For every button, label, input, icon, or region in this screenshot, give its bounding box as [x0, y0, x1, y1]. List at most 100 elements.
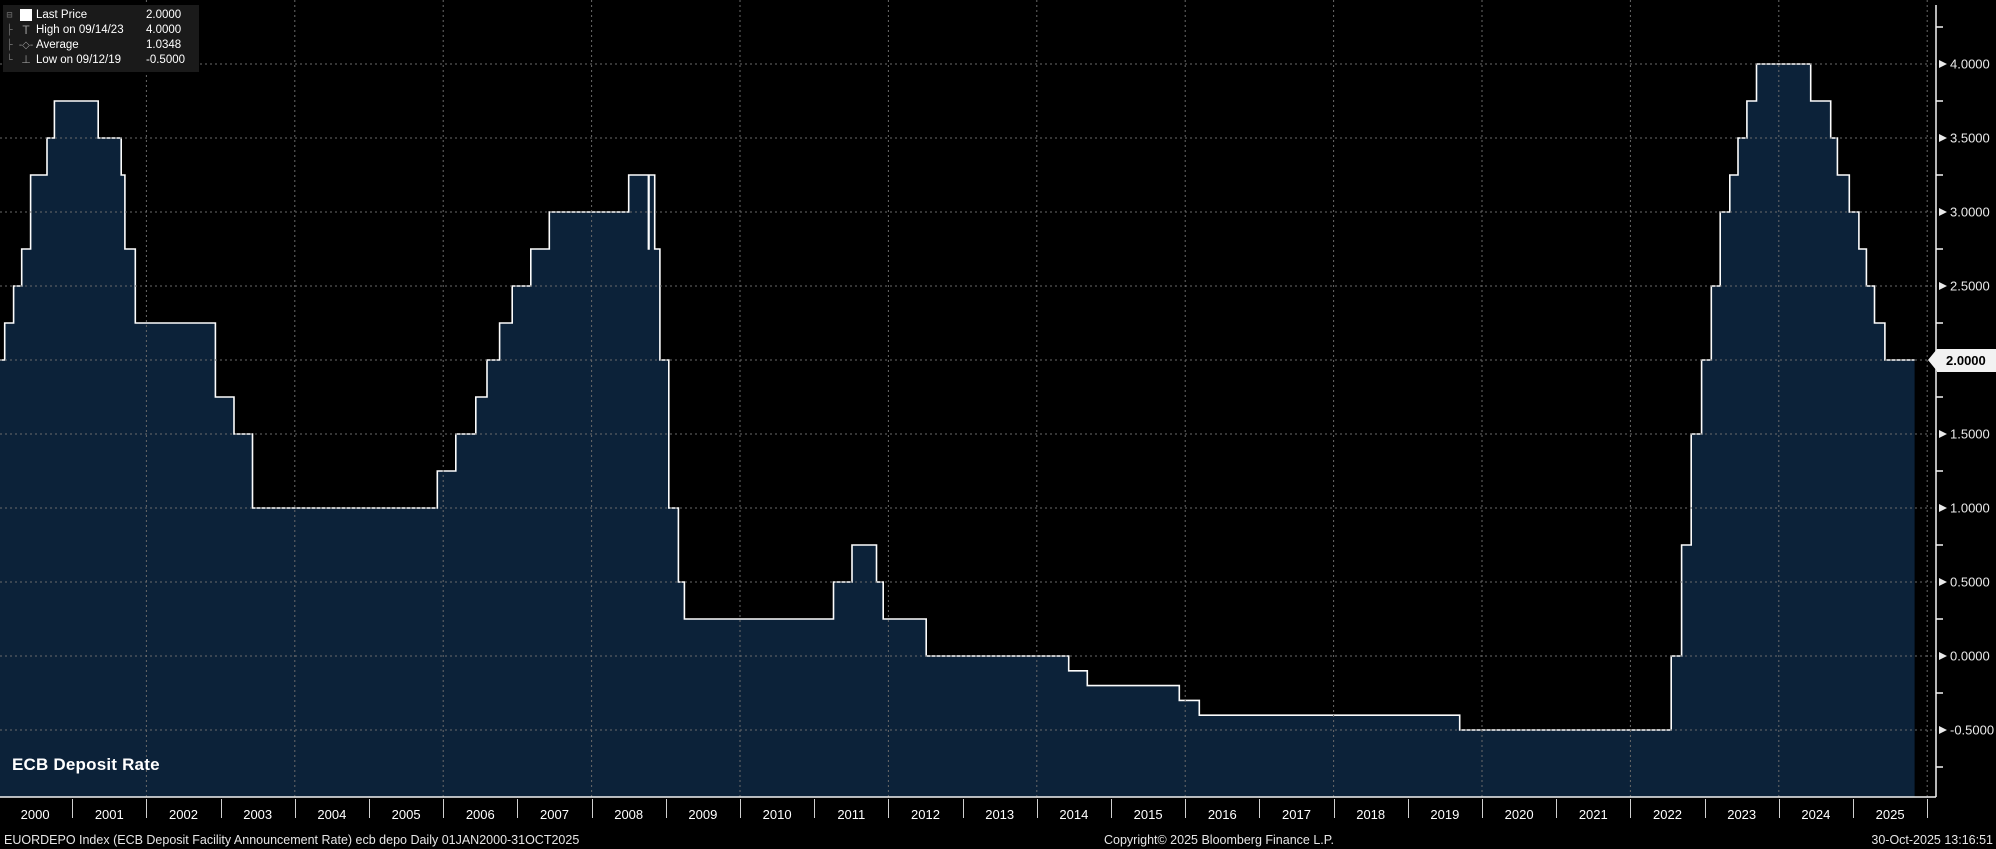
legend-row-high-on-09-14-23[interactable]: ├ T High on 09/14/23 4.0000: [3, 23, 199, 38]
year-label-2003: 2003: [243, 807, 273, 822]
high-marker-icon: T: [22, 22, 30, 37]
year-separator: [1927, 799, 1928, 818]
year-label-2004: 2004: [317, 807, 347, 822]
major-tick-arrow: [1939, 208, 1947, 216]
legend-tree-branch-icon: ├: [6, 40, 13, 51]
y-axis-label: 1.5000: [1950, 427, 1990, 442]
status-bar: EUORDEPO Index (ECB Deposit Facility Ann…: [0, 832, 1996, 849]
year-label-2015: 2015: [1133, 807, 1163, 822]
major-tick-arrow: [1939, 504, 1947, 512]
year-separator: [888, 799, 889, 818]
legend-label: Low on 09/12/19: [36, 54, 122, 66]
year-label-2007: 2007: [540, 807, 569, 822]
year-separator: [1482, 799, 1483, 818]
year-label-2005: 2005: [391, 807, 421, 822]
year-label-2018: 2018: [1356, 807, 1386, 822]
low-marker-icon: ⊥: [21, 54, 31, 66]
last-price-axis-marker: 2.0000: [1928, 349, 1996, 372]
year-separator: [72, 799, 73, 818]
year-separator: [1630, 799, 1631, 818]
year-separator: [443, 799, 444, 818]
year-separator: [1779, 799, 1780, 818]
year-separator: [666, 799, 667, 818]
legend-value: 1.0348: [146, 39, 182, 51]
legend-value: 4.0000: [146, 24, 182, 36]
year-separator: [221, 799, 222, 818]
y-axis-label: 4.0000: [1950, 57, 1990, 72]
year-separator: [1037, 799, 1038, 818]
major-tick-arrow: [1939, 282, 1947, 290]
year-label-2010: 2010: [762, 807, 792, 822]
major-tick-arrow: [1939, 652, 1947, 660]
year-separator: [1705, 799, 1706, 818]
year-separator: [1408, 799, 1409, 818]
year-label-2006: 2006: [465, 807, 495, 822]
last-price-notch-icon: [1928, 349, 1937, 371]
y-axis-label: -0.5000: [1950, 723, 1994, 738]
y-axis-label: 0.0000: [1950, 649, 1990, 664]
year-label-2020: 2020: [1504, 807, 1534, 822]
major-tick-arrow: [1939, 134, 1947, 142]
year-label-2023: 2023: [1727, 807, 1757, 822]
rate-step-line: [0, 63, 1915, 731]
legend-row-last-price[interactable]: ⊟ Last Price 2.0000: [3, 8, 199, 23]
year-label-2019: 2019: [1430, 807, 1460, 822]
last-price-value: 2.0000: [1946, 353, 1986, 368]
year-label-2012: 2012: [911, 807, 940, 822]
chart-legend: ⊟ Last Price 2.0000 ├ T High on 09/14/23 4.000…: [3, 5, 199, 72]
y-axis-label: 3.0000: [1950, 205, 1990, 220]
year-separator: [592, 799, 593, 818]
average-marker-icon: -◇-: [18, 40, 34, 51]
last-price-swatch-icon: [20, 9, 32, 22]
year-separator: [146, 799, 147, 818]
copyright-notice: Copyright© 2025 Bloomberg Finance L.P.: [1104, 833, 1334, 847]
y-axis-label: 2.5000: [1950, 279, 1990, 294]
legend-row-low-on-09-12-19[interactable]: └ ⊥ Low on 09/12/19 -0.5000: [3, 53, 199, 68]
year-separator: [1853, 799, 1854, 818]
year-label-2013: 2013: [985, 807, 1015, 822]
year-separator: [963, 799, 964, 818]
timestamp: 30-Oct-2025 13:16:51: [1871, 833, 1993, 847]
legend-tree-branch-icon: └: [6, 55, 13, 66]
year-separator: [369, 799, 370, 818]
legend-label: Last Price: [36, 9, 88, 21]
legend-label: Average: [36, 39, 79, 51]
major-tick-arrow: [1939, 578, 1947, 586]
legend-tree-branch-icon: ├: [6, 25, 13, 36]
major-tick-arrow: [1939, 726, 1947, 734]
chart-title: ECB Deposit Rate: [12, 755, 160, 774]
year-label-2011: 2011: [837, 807, 866, 822]
year-label-2001: 2001: [94, 807, 124, 822]
legend-row-average[interactable]: ├ -◇- Average 1.0348: [3, 38, 199, 53]
year-separator: [1556, 799, 1557, 818]
legend-value: 2.0000: [146, 9, 182, 21]
year-label-2021: 2021: [1578, 807, 1608, 822]
year-label-2022: 2022: [1653, 807, 1682, 822]
year-separator: [814, 799, 815, 818]
major-tick-arrow: [1939, 60, 1947, 68]
year-label-2025: 2025: [1875, 807, 1905, 822]
security-description: EUORDEPO Index (ECB Deposit Facility Ann…: [4, 833, 580, 847]
year-label-2016: 2016: [1207, 807, 1237, 822]
year-label-2017: 2017: [1282, 807, 1311, 822]
year-label-2008: 2008: [614, 807, 644, 822]
legend-value: -0.5000: [146, 54, 186, 66]
year-separator: [740, 799, 741, 818]
year-separator: [1185, 799, 1186, 818]
y-axis-label: 1.0000: [1950, 501, 1990, 516]
x-axis-band: 2000 2001 2002 2003 2004 2005 2006 2007 2008 2009…: [0, 798, 1996, 832]
y-axis-label: 3.5000: [1950, 131, 1990, 146]
rate-series: [0, 63, 1915, 797]
year-separator: [1259, 799, 1260, 818]
year-separator: [517, 799, 518, 818]
y-axis-label: 0.5000: [1950, 575, 1990, 590]
year-separator: [295, 799, 296, 818]
year-separator: [1334, 799, 1335, 818]
legend-collapse-icon[interactable]: ⊟: [6, 10, 13, 21]
year-label-2024: 2024: [1801, 807, 1831, 822]
year-label-2009: 2009: [688, 807, 718, 822]
year-label-2014: 2014: [1059, 807, 1089, 822]
year-separator: [1111, 799, 1112, 818]
